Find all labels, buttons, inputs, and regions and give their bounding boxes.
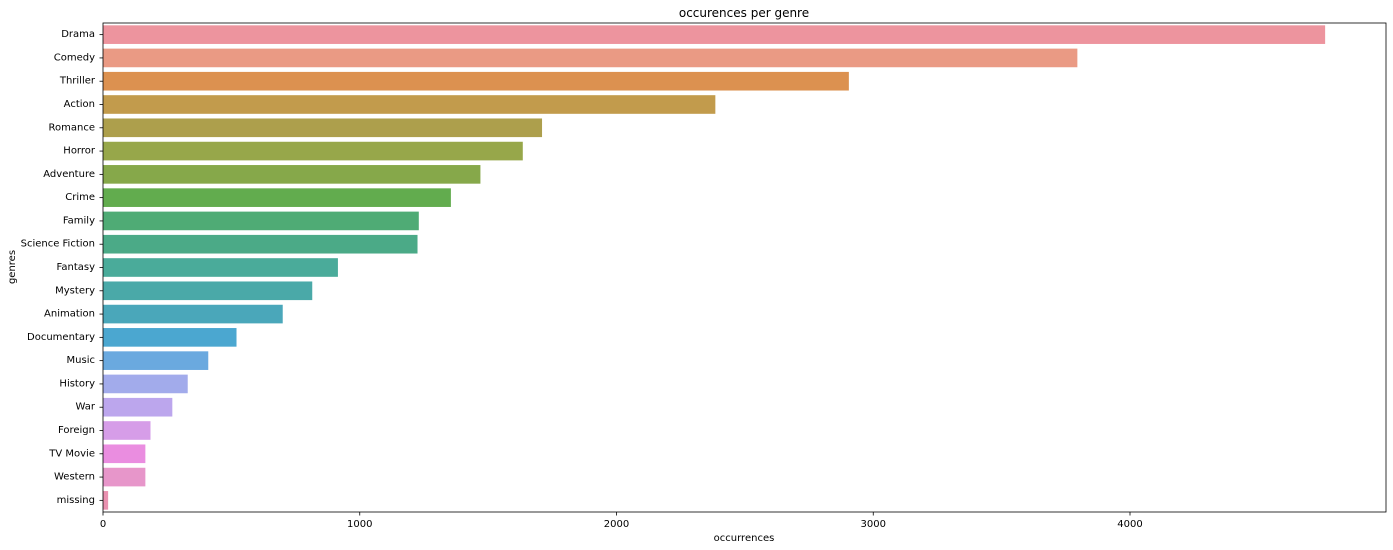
y-tick-label: History — [59, 378, 95, 389]
bar-music — [103, 351, 209, 370]
bar-romance — [103, 118, 543, 138]
y-tick-label: War — [76, 402, 96, 413]
y-tick-label: Science Fiction — [21, 239, 95, 250]
y-tick-label: Thriller — [59, 76, 96, 87]
bar-action — [103, 95, 716, 114]
y-tick-label: Animation — [44, 309, 95, 320]
bar-adventure — [103, 165, 481, 184]
plot-frame — [102, 22, 1387, 513]
bar-fantasy — [103, 258, 338, 277]
x-axis-title: occurrences — [714, 533, 775, 544]
y-tick-label: Action — [64, 99, 95, 110]
bars-group — [103, 25, 1326, 510]
bar-war — [103, 397, 173, 417]
x-tick-label: 4000 — [1117, 519, 1142, 530]
bar-missing — [103, 491, 109, 510]
y-tick-label: Family — [63, 215, 95, 226]
y-tick-label: Fantasy — [57, 262, 96, 273]
x-tick-label: 0 — [100, 519, 106, 530]
y-axis-ticks: Drama Comedy Thriller Action Romance Horror Ad… — [21, 29, 103, 506]
bar-history — [103, 374, 188, 394]
x-axis-ticks: 0 1000 2000 3000 4000 — [100, 512, 1143, 530]
y-tick-label: Western — [54, 472, 95, 483]
y-tick-label: Foreign — [58, 425, 95, 436]
y-tick-label: Comedy — [54, 52, 95, 63]
bar-animation — [103, 304, 283, 324]
y-tick-label: Drama — [61, 29, 95, 40]
x-tick-label: 3000 — [861, 519, 886, 530]
bar-crime — [103, 188, 451, 207]
bar-western — [103, 467, 146, 487]
y-tick-label: Mystery — [55, 285, 95, 296]
bar-foreign — [103, 421, 151, 440]
bar-horror — [103, 141, 523, 161]
bar-comedy — [103, 48, 1078, 68]
bar-documentary — [103, 328, 237, 347]
bar-drama — [103, 25, 1326, 44]
bar-thriller — [103, 71, 849, 91]
y-tick-label: TV Movie — [48, 448, 95, 459]
y-axis-title: genres — [7, 250, 18, 284]
chart-title: occurences per genre — [679, 6, 809, 20]
bar-family — [103, 211, 419, 231]
bar-mystery — [103, 281, 313, 301]
y-tick-label: Music — [67, 355, 95, 366]
y-tick-label: Documentary — [27, 332, 95, 343]
x-tick-label: 2000 — [604, 519, 629, 530]
bar-science-fiction — [103, 234, 418, 254]
bar-tv-movie — [103, 444, 146, 464]
y-tick-label: Adventure — [43, 169, 95, 180]
y-tick-label: missing — [57, 495, 95, 506]
y-tick-label: Horror — [63, 146, 96, 157]
y-tick-label: Romance — [49, 122, 95, 133]
x-tick-label: 1000 — [347, 519, 372, 530]
y-tick-label: Crime — [65, 192, 95, 203]
